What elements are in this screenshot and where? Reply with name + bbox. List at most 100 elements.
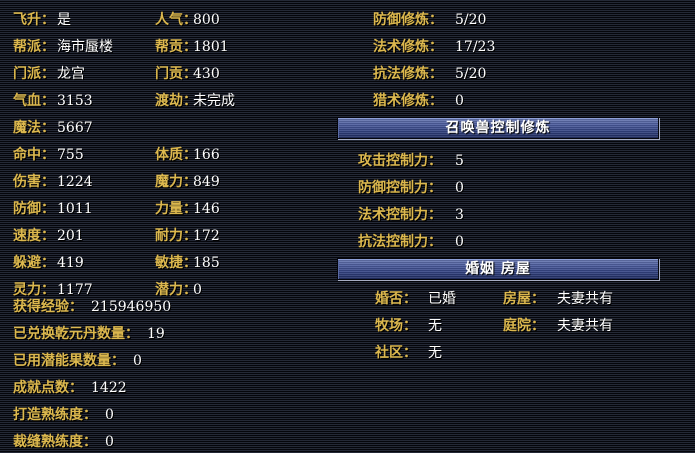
stat-label: 力量： [155, 200, 197, 217]
stat-value: 夫妻共有 [557, 290, 613, 307]
stat-label: 渡劫： [155, 92, 197, 109]
stat-label: 防御修炼： [373, 11, 443, 28]
stat-value: 0 [133, 352, 142, 369]
stat-label: 庭院： [503, 317, 545, 334]
stat-value: 龙宫 [57, 65, 85, 82]
stat-value: 夫妻共有 [557, 317, 613, 334]
stat-label: 魔力： [155, 173, 197, 190]
stat-label: 社区： [375, 344, 417, 361]
stat-value: 17/23 [455, 38, 496, 55]
stat-label: 气血： [13, 92, 55, 109]
stat-value: 1224 [57, 173, 93, 190]
stat-value: 无 [428, 344, 442, 361]
stat-value: 3153 [57, 92, 93, 109]
stat-row: 已兑换乾元丹数量： 19 [13, 320, 171, 347]
stat-label: 牧场： [375, 317, 417, 334]
marriage-housing-header-bar: 婚姻 房屋 [337, 258, 659, 280]
stat-value: 146 [193, 200, 220, 217]
stat-value: 201 [57, 227, 84, 244]
stat-row: 飞升： 是 人气： 800 [13, 6, 235, 33]
stat-value: 5 [455, 152, 464, 169]
stat-row: 魔法： 5667 [13, 114, 235, 141]
stat-row: 法术修炼： 17/23 [373, 33, 495, 60]
stat-label: 帮派： [13, 38, 55, 55]
stat-row: 防御修炼： 5/20 [373, 6, 495, 33]
stat-row: 门派： 龙宫 门贡： 430 [13, 60, 235, 87]
stat-row: 已用潜能果数量： 0 [13, 347, 171, 374]
stat-value: 1801 [193, 38, 229, 55]
stat-value: 419 [57, 254, 84, 271]
stat-row: 防御控制力： 0 [358, 174, 464, 201]
stat-row: 伤害： 1224 魔力： 849 [13, 168, 235, 195]
stat-label: 抗法控制力： [358, 233, 442, 250]
stat-row: 获得经验： 215946950 [13, 293, 171, 320]
stat-label: 帮贡： [155, 38, 197, 55]
stat-label: 敏捷： [155, 254, 197, 271]
stat-row: 速度： 201 耐力： 172 [13, 222, 235, 249]
stat-row: 抗法控制力： 0 [358, 228, 464, 255]
stat-label: 裁缝熟练度： [13, 433, 97, 450]
stat-row: 裁缝熟练度： 0 [13, 428, 171, 453]
stat-label: 成就点数： [13, 379, 83, 396]
stat-value: 0 [193, 281, 202, 298]
stat-value: 1177 [57, 281, 93, 298]
stat-row: 命中： 755 体质： 166 [13, 141, 235, 168]
stat-value: 166 [193, 146, 220, 163]
pet-control-header-title: 召唤兽控制修炼 [445, 120, 551, 136]
stat-row: 灵力： 1177 潜力： 0 [13, 276, 235, 303]
stat-value: 无 [428, 317, 442, 334]
stat-label: 打造熟练度： [13, 406, 97, 423]
stat-row: 成就点数： 1422 [13, 374, 171, 401]
stat-value: 0 [455, 92, 464, 109]
stat-label: 灵力： [13, 281, 55, 298]
stat-label: 人气： [155, 11, 197, 28]
stat-value: 5/20 [455, 65, 487, 82]
stat-label: 获得经验： [13, 298, 83, 315]
stat-label: 命中： [13, 146, 55, 163]
stat-label: 躲避： [13, 254, 55, 271]
stat-label: 潜力： [155, 281, 197, 298]
stat-value: 430 [193, 65, 220, 82]
stat-row: 牧场： 无 庭院： 夫妻共有 [375, 312, 613, 339]
stat-value: 3 [455, 206, 464, 223]
stat-row: 气血： 3153 渡劫： 未完成 [13, 87, 235, 114]
stat-value: 800 [193, 11, 220, 28]
stat-label: 抗法修炼： [373, 65, 443, 82]
stat-label: 速度： [13, 227, 55, 244]
pet-control-section: 攻击控制力： 5 防御控制力： 0 法术控制力： 3 抗法控制力： 0 [358, 147, 464, 255]
account-stats-section: 获得经验： 215946950 已兑换乾元丹数量： 19 已用潜能果数量： 0 … [13, 293, 171, 453]
stat-label: 魔法： [13, 119, 55, 136]
stat-row: 帮派： 海市蜃楼 帮贡： 1801 [13, 33, 235, 60]
stat-label: 体质： [155, 146, 197, 163]
stat-value: 1011 [57, 200, 93, 217]
stat-label: 法术控制力： [358, 206, 442, 223]
stat-value: 已婚 [428, 290, 456, 307]
stat-label: 攻击控制力： [358, 152, 442, 169]
stat-row: 猎术修炼： 0 [373, 87, 495, 114]
stat-label: 防御控制力： [358, 179, 442, 196]
stat-label: 婚否： [375, 290, 417, 307]
stat-label: 伤害： [13, 173, 55, 190]
stat-row: 抗法修炼： 5/20 [373, 60, 495, 87]
stat-label: 法术修炼： [373, 38, 443, 55]
stat-value: 849 [193, 173, 220, 190]
stat-value: 未完成 [193, 92, 235, 109]
stat-label: 猎术修炼： [373, 92, 443, 109]
stat-value: 0 [105, 433, 114, 450]
stat-row: 社区： 无 [375, 339, 613, 366]
stat-label: 防御： [13, 200, 55, 217]
stat-label: 门派： [13, 65, 55, 82]
stat-value: 是 [57, 11, 71, 28]
stat-value: 215946950 [91, 298, 172, 315]
stat-value: 172 [193, 227, 220, 244]
marriage-housing-section: 婚否： 已婚 房屋： 夫妻共有 牧场： 无 庭院： 夫妻共有 社区： 无 [375, 285, 613, 366]
stat-row: 躲避： 419 敏捷： 185 [13, 249, 235, 276]
stat-value: 1422 [91, 379, 127, 396]
stat-row: 攻击控制力： 5 [358, 147, 464, 174]
stat-row: 婚否： 已婚 房屋： 夫妻共有 [375, 285, 613, 312]
stat-label: 门贡： [155, 65, 197, 82]
stat-value: 755 [57, 146, 84, 163]
stat-value: 0 [105, 406, 114, 423]
stat-row: 打造熟练度： 0 [13, 401, 171, 428]
stat-value: 0 [455, 179, 464, 196]
